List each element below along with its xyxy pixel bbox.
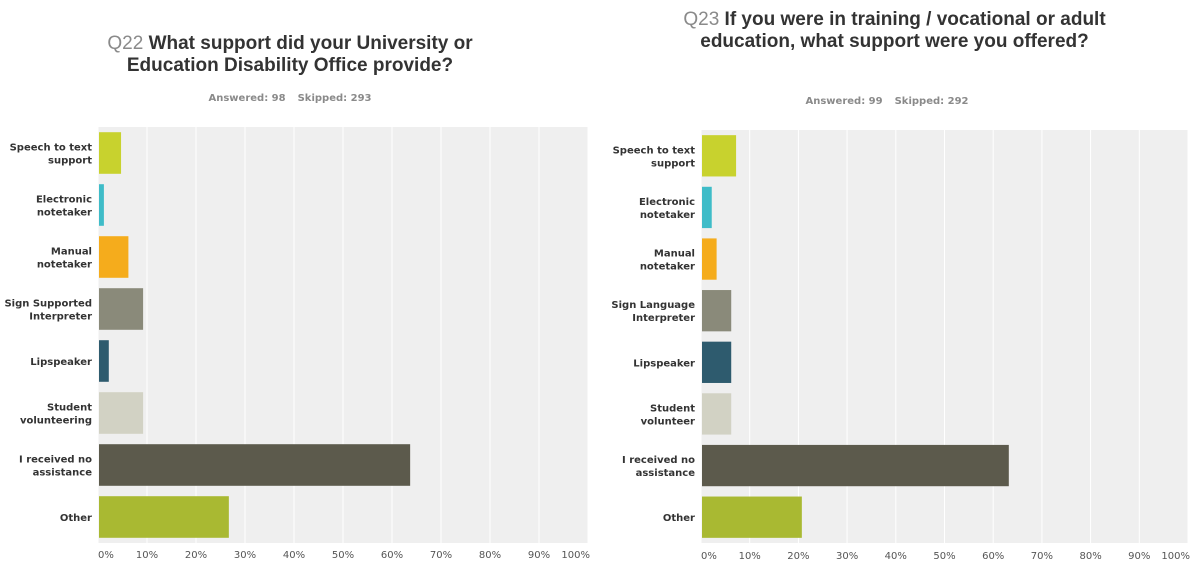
x-tick-label: 30%	[836, 551, 858, 562]
x-tick-label: 10%	[136, 550, 158, 561]
category-label: Sign Supported	[4, 299, 92, 310]
x-tick-label: 40%	[885, 551, 907, 562]
bar-student-volunteering	[99, 392, 144, 434]
category-label: support	[651, 158, 695, 169]
category-label: notetaker	[37, 208, 92, 219]
bar-other	[99, 496, 229, 538]
skipped-count: Skipped: 293	[297, 93, 372, 104]
question-number: Q23	[683, 9, 720, 30]
category-label: Manual	[654, 249, 695, 260]
x-tick-label: 80%	[479, 550, 501, 561]
category-label: Lipspeaker	[633, 358, 695, 369]
category-label: volunteering	[20, 416, 92, 427]
x-tick-label: 70%	[1031, 551, 1053, 562]
bar-i-received-no-assistance	[702, 444, 1009, 487]
bar-i-received-no-assistance	[99, 444, 411, 486]
bar-sign-language-interpreter	[702, 290, 732, 332]
chart-panel-q23: Q23 If you were in training / vocational…	[597, 0, 1194, 563]
chart-title: Q23 If you were in training / vocational…	[672, 9, 1117, 53]
bar-speech-to-text-support	[702, 135, 737, 177]
x-tick-label: 0%	[98, 550, 114, 561]
category-label: notetaker	[37, 260, 92, 271]
x-tick-label: 60%	[381, 550, 403, 561]
x-tick-label: 60%	[982, 551, 1004, 562]
x-tick-label: 80%	[1079, 551, 1101, 562]
category-label: assistance	[636, 468, 696, 479]
response-stats: Answered: 98 Skipped: 293	[100, 93, 480, 104]
chart-title: Q22 What support did your University or …	[60, 33, 520, 77]
bar-manual-notetaker	[702, 238, 717, 280]
bar-sign-supported-interpreter	[99, 288, 144, 330]
question-number: Q22	[107, 33, 144, 54]
category-label: Speech to text	[613, 145, 696, 156]
bar-chart-q23: Speech to text support Electronic notetaker…	[611, 130, 1190, 562]
x-tick-label: 70%	[430, 550, 452, 561]
bar-electronic-notetaker	[702, 186, 712, 229]
category-label: Other	[663, 513, 695, 524]
x-tick-label: 50%	[332, 550, 354, 561]
answered-count: Answered: 98	[208, 93, 286, 104]
category-label: Student	[650, 403, 695, 414]
x-tick-label: 10%	[739, 551, 761, 562]
x-tick-label: 30%	[234, 550, 256, 561]
category-label: Other	[60, 513, 92, 524]
category-label: notetaker	[640, 262, 695, 273]
category-label: Student	[47, 403, 92, 414]
x-tick-label: 20%	[787, 551, 809, 562]
category-label: Electronic	[36, 195, 92, 206]
category-label: Speech to text	[10, 143, 93, 154]
response-stats: Answered: 99 Skipped: 292	[697, 96, 1077, 107]
category-label: Electronic	[639, 197, 695, 208]
answered-count: Answered: 99	[805, 96, 883, 107]
category-label: Interpreter	[29, 312, 92, 323]
bar-chart-q22: Speech to text support Electronic notetaker…	[4, 127, 590, 561]
bar-other	[702, 496, 802, 538]
x-tick-label: 50%	[933, 551, 955, 562]
question-text: If you were in training / vocational or …	[700, 9, 1106, 52]
x-tick-label: 90%	[528, 550, 550, 561]
category-label: I received no	[622, 455, 695, 466]
x-tick-label: 100%	[561, 550, 590, 561]
category-label: Lipspeaker	[30, 357, 92, 368]
bar-electronic-notetaker	[99, 184, 104, 226]
bar-lipspeaker	[702, 341, 732, 383]
skipped-count: Skipped: 292	[894, 96, 969, 107]
x-tick-label: 90%	[1128, 551, 1150, 562]
x-tick-label: 40%	[283, 550, 305, 561]
category-label: support	[48, 156, 92, 167]
category-label: Manual	[51, 247, 92, 258]
x-tick-label: 0%	[701, 551, 717, 562]
category-label: assistance	[33, 468, 93, 479]
category-label: notetaker	[640, 210, 695, 221]
bar-lipspeaker	[99, 340, 109, 382]
bar-manual-notetaker	[99, 236, 129, 278]
category-label: Interpreter	[632, 313, 695, 324]
category-label: Sign Language	[611, 300, 695, 311]
bar-student-volunteer	[702, 393, 732, 435]
x-tick-label: 20%	[185, 550, 207, 561]
x-tick-label: 100%	[1161, 551, 1190, 562]
category-label: I received no	[19, 455, 92, 466]
category-label: volunteer	[641, 416, 695, 427]
bar-speech-to-text-support	[99, 132, 122, 174]
chart-panel-q22: Q22 What support did your University or …	[4, 33, 590, 561]
question-text: What support did your University or Educ…	[126, 33, 473, 76]
